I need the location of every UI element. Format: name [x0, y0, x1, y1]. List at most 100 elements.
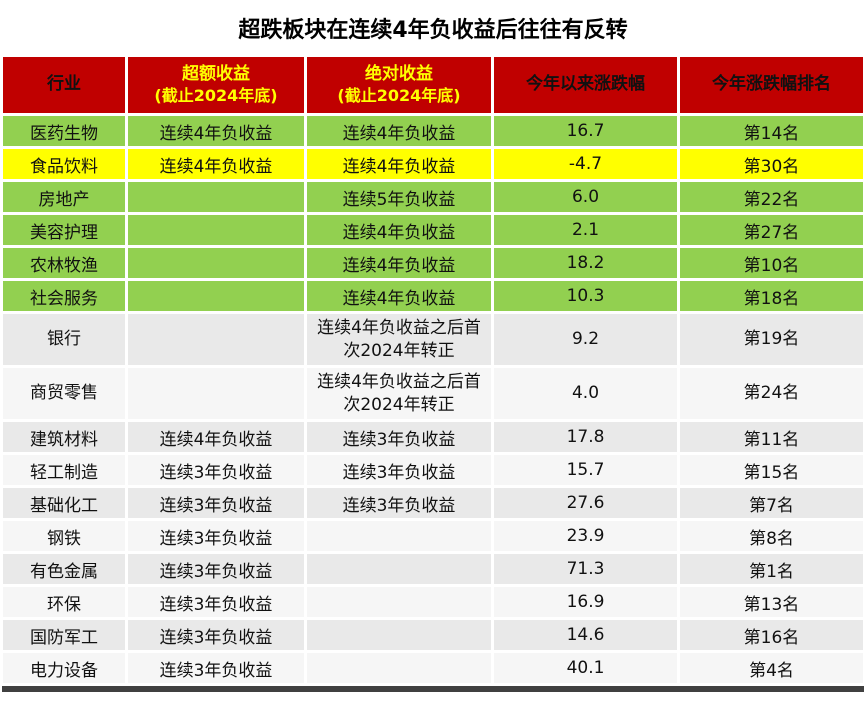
rank-cell: 第15名	[680, 455, 863, 485]
ytd-change-cell: 4.0	[494, 368, 677, 419]
header-ytd-rank: 今年涨跌幅排名	[680, 57, 863, 113]
absolute-return-cell: 连续5年负收益	[307, 182, 491, 212]
header-excess-return: 超额收益 (截止2024年底)	[128, 57, 304, 113]
ytd-change-cell: 2.1	[494, 215, 677, 245]
header-absolute-sublabel: (截止2024年底)	[337, 85, 461, 105]
rank-cell: 第27名	[680, 215, 863, 245]
header-ytd-change: 今年以来涨跌幅	[494, 57, 677, 113]
excess-return-cell: 连续4年负收益	[128, 149, 304, 179]
ytd-change-cell: 71.3	[494, 554, 677, 584]
absolute-return-cell	[307, 620, 491, 650]
table-row: 建筑材料 连续4年负收益 连续3年负收益 17.8 第11名	[3, 422, 863, 452]
page-title: 超跌板块在连续4年负收益后往往有反转	[238, 18, 628, 43]
table-row: 商贸零售 连续4年负收益之后首次2024年转正 4.0 第24名	[3, 368, 863, 419]
excess-return-cell: 连续3年负收益	[128, 653, 304, 683]
absolute-return-cell: 连续4年负收益	[307, 248, 491, 278]
bottom-border-bar	[2, 686, 864, 692]
header-absolute-return: 绝对收益 (截止2024年底)	[307, 57, 491, 113]
rank-cell: 第14名	[680, 116, 863, 146]
header-ytd-label: 今年以来涨跌幅	[526, 74, 645, 95]
rank-cell: 第18名	[680, 281, 863, 311]
excess-return-cell: 连续3年负收益	[128, 521, 304, 551]
ytd-change-cell: 17.8	[494, 422, 677, 452]
table-row: 美容护理 连续4年负收益 2.1 第27名	[3, 215, 863, 245]
ytd-change-cell: 40.1	[494, 653, 677, 683]
excess-return-cell	[128, 314, 304, 365]
industry-cell: 房地产	[3, 182, 125, 212]
header-absolute-label: 绝对收益	[365, 64, 433, 85]
industry-cell: 建筑材料	[3, 422, 125, 452]
table-row: 医药生物 连续4年负收益 连续4年负收益 16.7 第14名	[3, 116, 863, 146]
absolute-return-cell: 连续4年负收益	[307, 281, 491, 311]
ytd-change-cell: 6.0	[494, 182, 677, 212]
absolute-return-cell: 连续3年负收益	[307, 455, 491, 485]
industry-cell: 钢铁	[3, 521, 125, 551]
header-industry-label: 行业	[47, 74, 81, 95]
absolute-return-cell: 连续4年负收益	[307, 149, 491, 179]
rank-cell: 第22名	[680, 182, 863, 212]
industry-cell: 农林牧渔	[3, 248, 125, 278]
rank-cell: 第13名	[680, 587, 863, 617]
ytd-change-cell: 23.9	[494, 521, 677, 551]
ytd-change-cell: 10.3	[494, 281, 677, 311]
excess-return-cell: 连续4年负收益	[128, 116, 304, 146]
excess-return-cell	[128, 281, 304, 311]
excess-return-cell: 连续3年负收益	[128, 455, 304, 485]
ytd-change-cell: 16.9	[494, 587, 677, 617]
industry-cell: 银行	[3, 314, 125, 365]
table-row: 农林牧渔 连续4年负收益 18.2 第10名	[3, 248, 863, 278]
rank-cell: 第11名	[680, 422, 863, 452]
excess-return-cell: 连续3年负收益	[128, 620, 304, 650]
ytd-change-cell: 14.6	[494, 620, 677, 650]
header-row: 行业 超额收益 (截止2024年底) 绝对收益 (截止2024年底) 今年以来涨…	[3, 57, 863, 113]
industry-cell: 商贸零售	[3, 368, 125, 419]
rank-cell: 第16名	[680, 620, 863, 650]
rank-cell: 第10名	[680, 248, 863, 278]
absolute-return-cell	[307, 653, 491, 683]
header-excess-label: 超额收益	[182, 64, 250, 85]
absolute-return-cell	[307, 554, 491, 584]
ytd-change-cell: 15.7	[494, 455, 677, 485]
absolute-return-cell: 连续4年负收益	[307, 215, 491, 245]
excess-return-cell	[128, 215, 304, 245]
rank-cell: 第19名	[680, 314, 863, 365]
industry-cell: 社会服务	[3, 281, 125, 311]
excess-return-cell	[128, 182, 304, 212]
absolute-return-cell: 连续4年负收益	[307, 116, 491, 146]
sector-table: 行业 超额收益 (截止2024年底) 绝对收益 (截止2024年底) 今年以来涨…	[0, 54, 866, 686]
industry-cell: 轻工制造	[3, 455, 125, 485]
header-industry: 行业	[3, 57, 125, 113]
table-row: 银行 连续4年负收益之后首次2024年转正 9.2 第19名	[3, 314, 863, 365]
industry-cell: 美容护理	[3, 215, 125, 245]
industry-cell: 国防军工	[3, 620, 125, 650]
industry-cell: 环保	[3, 587, 125, 617]
ytd-change-cell: 9.2	[494, 314, 677, 365]
table-row: 电力设备 连续3年负收益 40.1 第4名	[3, 653, 863, 683]
industry-cell: 医药生物	[3, 116, 125, 146]
absolute-return-cell	[307, 521, 491, 551]
rank-cell: 第8名	[680, 521, 863, 551]
rank-cell: 第7名	[680, 488, 863, 518]
excess-return-cell: 连续3年负收益	[128, 488, 304, 518]
ytd-change-cell: 16.7	[494, 116, 677, 146]
absolute-return-cell: 连续3年负收益	[307, 422, 491, 452]
absolute-return-cell: 连续4年负收益之后首次2024年转正	[307, 368, 491, 419]
table-row: 社会服务 连续4年负收益 10.3 第18名	[3, 281, 863, 311]
table-row: 钢铁 连续3年负收益 23.9 第8名	[3, 521, 863, 551]
rank-cell: 第4名	[680, 653, 863, 683]
absolute-return-cell: 连续4年负收益之后首次2024年转正	[307, 314, 491, 365]
header-rank-label: 今年涨跌幅排名	[712, 74, 831, 95]
table-row: 基础化工 连续3年负收益 连续3年负收益 27.6 第7名	[3, 488, 863, 518]
excess-return-cell: 连续3年负收益	[128, 554, 304, 584]
industry-cell: 电力设备	[3, 653, 125, 683]
table-row: 房地产 连续5年负收益 6.0 第22名	[3, 182, 863, 212]
absolute-return-cell: 连续3年负收益	[307, 488, 491, 518]
excess-return-cell	[128, 368, 304, 419]
rank-cell: 第30名	[680, 149, 863, 179]
industry-cell: 有色金属	[3, 554, 125, 584]
rank-cell: 第1名	[680, 554, 863, 584]
absolute-return-cell	[307, 587, 491, 617]
excess-return-cell: 连续4年负收益	[128, 422, 304, 452]
table-row: 环保 连续3年负收益 16.9 第13名	[3, 587, 863, 617]
